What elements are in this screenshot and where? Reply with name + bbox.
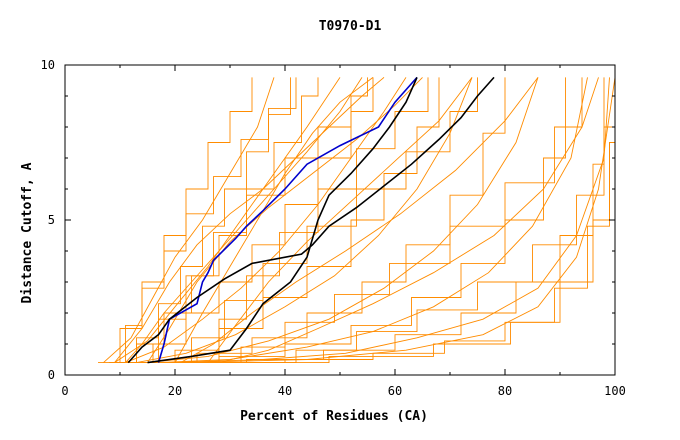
series-line-20 [164, 77, 478, 364]
highlight-line-blue-0 [157, 76, 418, 363]
series-line-30 [109, 77, 297, 364]
series-line-28 [120, 77, 291, 364]
plot-series-group [98, 77, 616, 364]
x-tick-label: 0 [61, 384, 68, 398]
highlight-line-black-2 [147, 77, 418, 364]
series-line-1 [103, 77, 275, 363]
series-line-24 [230, 77, 616, 364]
series-line-25 [174, 77, 374, 363]
series-line-21 [180, 77, 539, 363]
series-line-11 [158, 77, 588, 364]
series-line-18 [131, 77, 368, 364]
highlight-line-black-1 [127, 76, 495, 364]
y-tick-label: 10 [41, 58, 55, 72]
y-tick-label: 0 [48, 368, 55, 382]
series-line-13 [169, 77, 610, 364]
series-line-8 [142, 77, 506, 364]
series-line-23 [218, 77, 599, 364]
series-line-6 [131, 77, 440, 364]
series-line-29 [125, 77, 363, 363]
series-line-3 [114, 77, 341, 363]
series-line-7 [136, 77, 473, 364]
x-tick-label: 100 [604, 384, 626, 398]
series-line-16 [197, 77, 616, 364]
x-tick-label: 80 [498, 384, 512, 398]
series-line-22 [202, 77, 583, 364]
x-tick-label: 20 [168, 384, 182, 398]
highlight-series-group [127, 76, 495, 364]
series-line-26 [191, 77, 429, 364]
y-tick-label: 5 [48, 213, 55, 227]
x-tick-label: 40 [278, 384, 292, 398]
series-line-4 [120, 77, 374, 364]
series-line-19 [147, 77, 423, 363]
series-line-17 [114, 77, 385, 363]
x-axis-label: Percent of Residues (CA) [240, 409, 428, 424]
y-axis-label: Distance Cutoff, A [20, 162, 35, 303]
series-line-15 [185, 77, 616, 364]
axis-ticks: 0 20 40 60 80 100 0 5 10 [41, 58, 626, 398]
series-line-10 [153, 77, 566, 364]
chart-title: T0970-D1 [319, 19, 382, 34]
x-tick-label: 60 [388, 384, 402, 398]
series-line-27 [207, 77, 473, 363]
